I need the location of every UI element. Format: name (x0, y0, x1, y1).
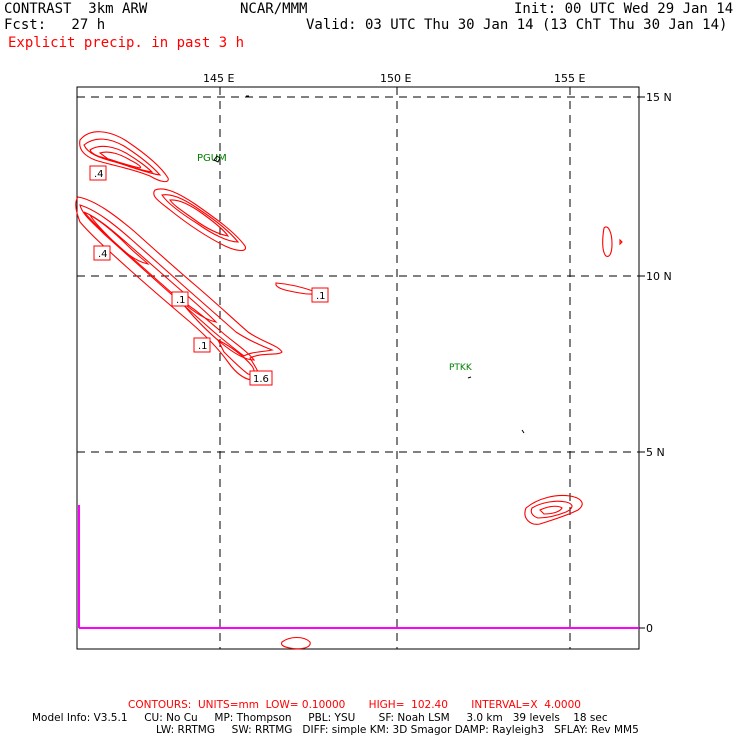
init-time: Init: 00 UTC Wed 29 Jan 14 (514, 1, 734, 17)
contour-info: CONTOURS: UNITS=mm LOW= 0.10000 HIGH= 10… (128, 699, 581, 711)
lat-label-15n: 15 N (646, 91, 672, 104)
lon-label-145e: 145 E (203, 72, 234, 85)
contour-label-3: .1 (176, 295, 186, 306)
forecast-hour: Fcst: 27 h (4, 17, 106, 33)
contour-label-1: .4 (94, 169, 104, 180)
lon-label-155e: 155 E (554, 72, 585, 85)
lon-label-150e: 150 E (380, 72, 411, 85)
contour-labels: .4 .4 .1 .1 .1 1.6 (89, 165, 329, 386)
lat-label-10n: 10 N (646, 270, 672, 283)
valid-time: Valid: 03 UTC Thu 30 Jan 14 (13 ChT Thu … (306, 17, 728, 33)
map-frame (76, 86, 640, 650)
organization: NCAR/MMM (240, 1, 308, 17)
contour-label-2: .4 (98, 249, 108, 260)
lat-lon-grid (77, 87, 639, 649)
contour-label-4: .1 (316, 291, 326, 302)
equator-line (78, 505, 639, 629)
station-pgum: PGUM (197, 153, 227, 164)
model-info-line-1: Model Info: V3.5.1 CU: No Cu MP: Thompso… (32, 712, 608, 724)
coastlines (213, 95, 525, 434)
frame-ticks (639, 96, 645, 629)
model-title: CONTRAST 3km ARW (4, 1, 148, 17)
lat-label-0: 0 (646, 622, 653, 635)
field-title: Explicit precip. in past 3 h (8, 35, 245, 51)
model-info-line-2: LW: RRTMG SW: RRTMG DIFF: simple KM: 3D … (156, 724, 639, 736)
precip-contours (75, 131, 623, 650)
contour-label-6: 1.6 (253, 374, 269, 385)
station-ptkk: PTKK (449, 363, 473, 373)
lat-label-5n: 5 N (646, 446, 665, 459)
contour-label-5: .1 (198, 341, 208, 352)
